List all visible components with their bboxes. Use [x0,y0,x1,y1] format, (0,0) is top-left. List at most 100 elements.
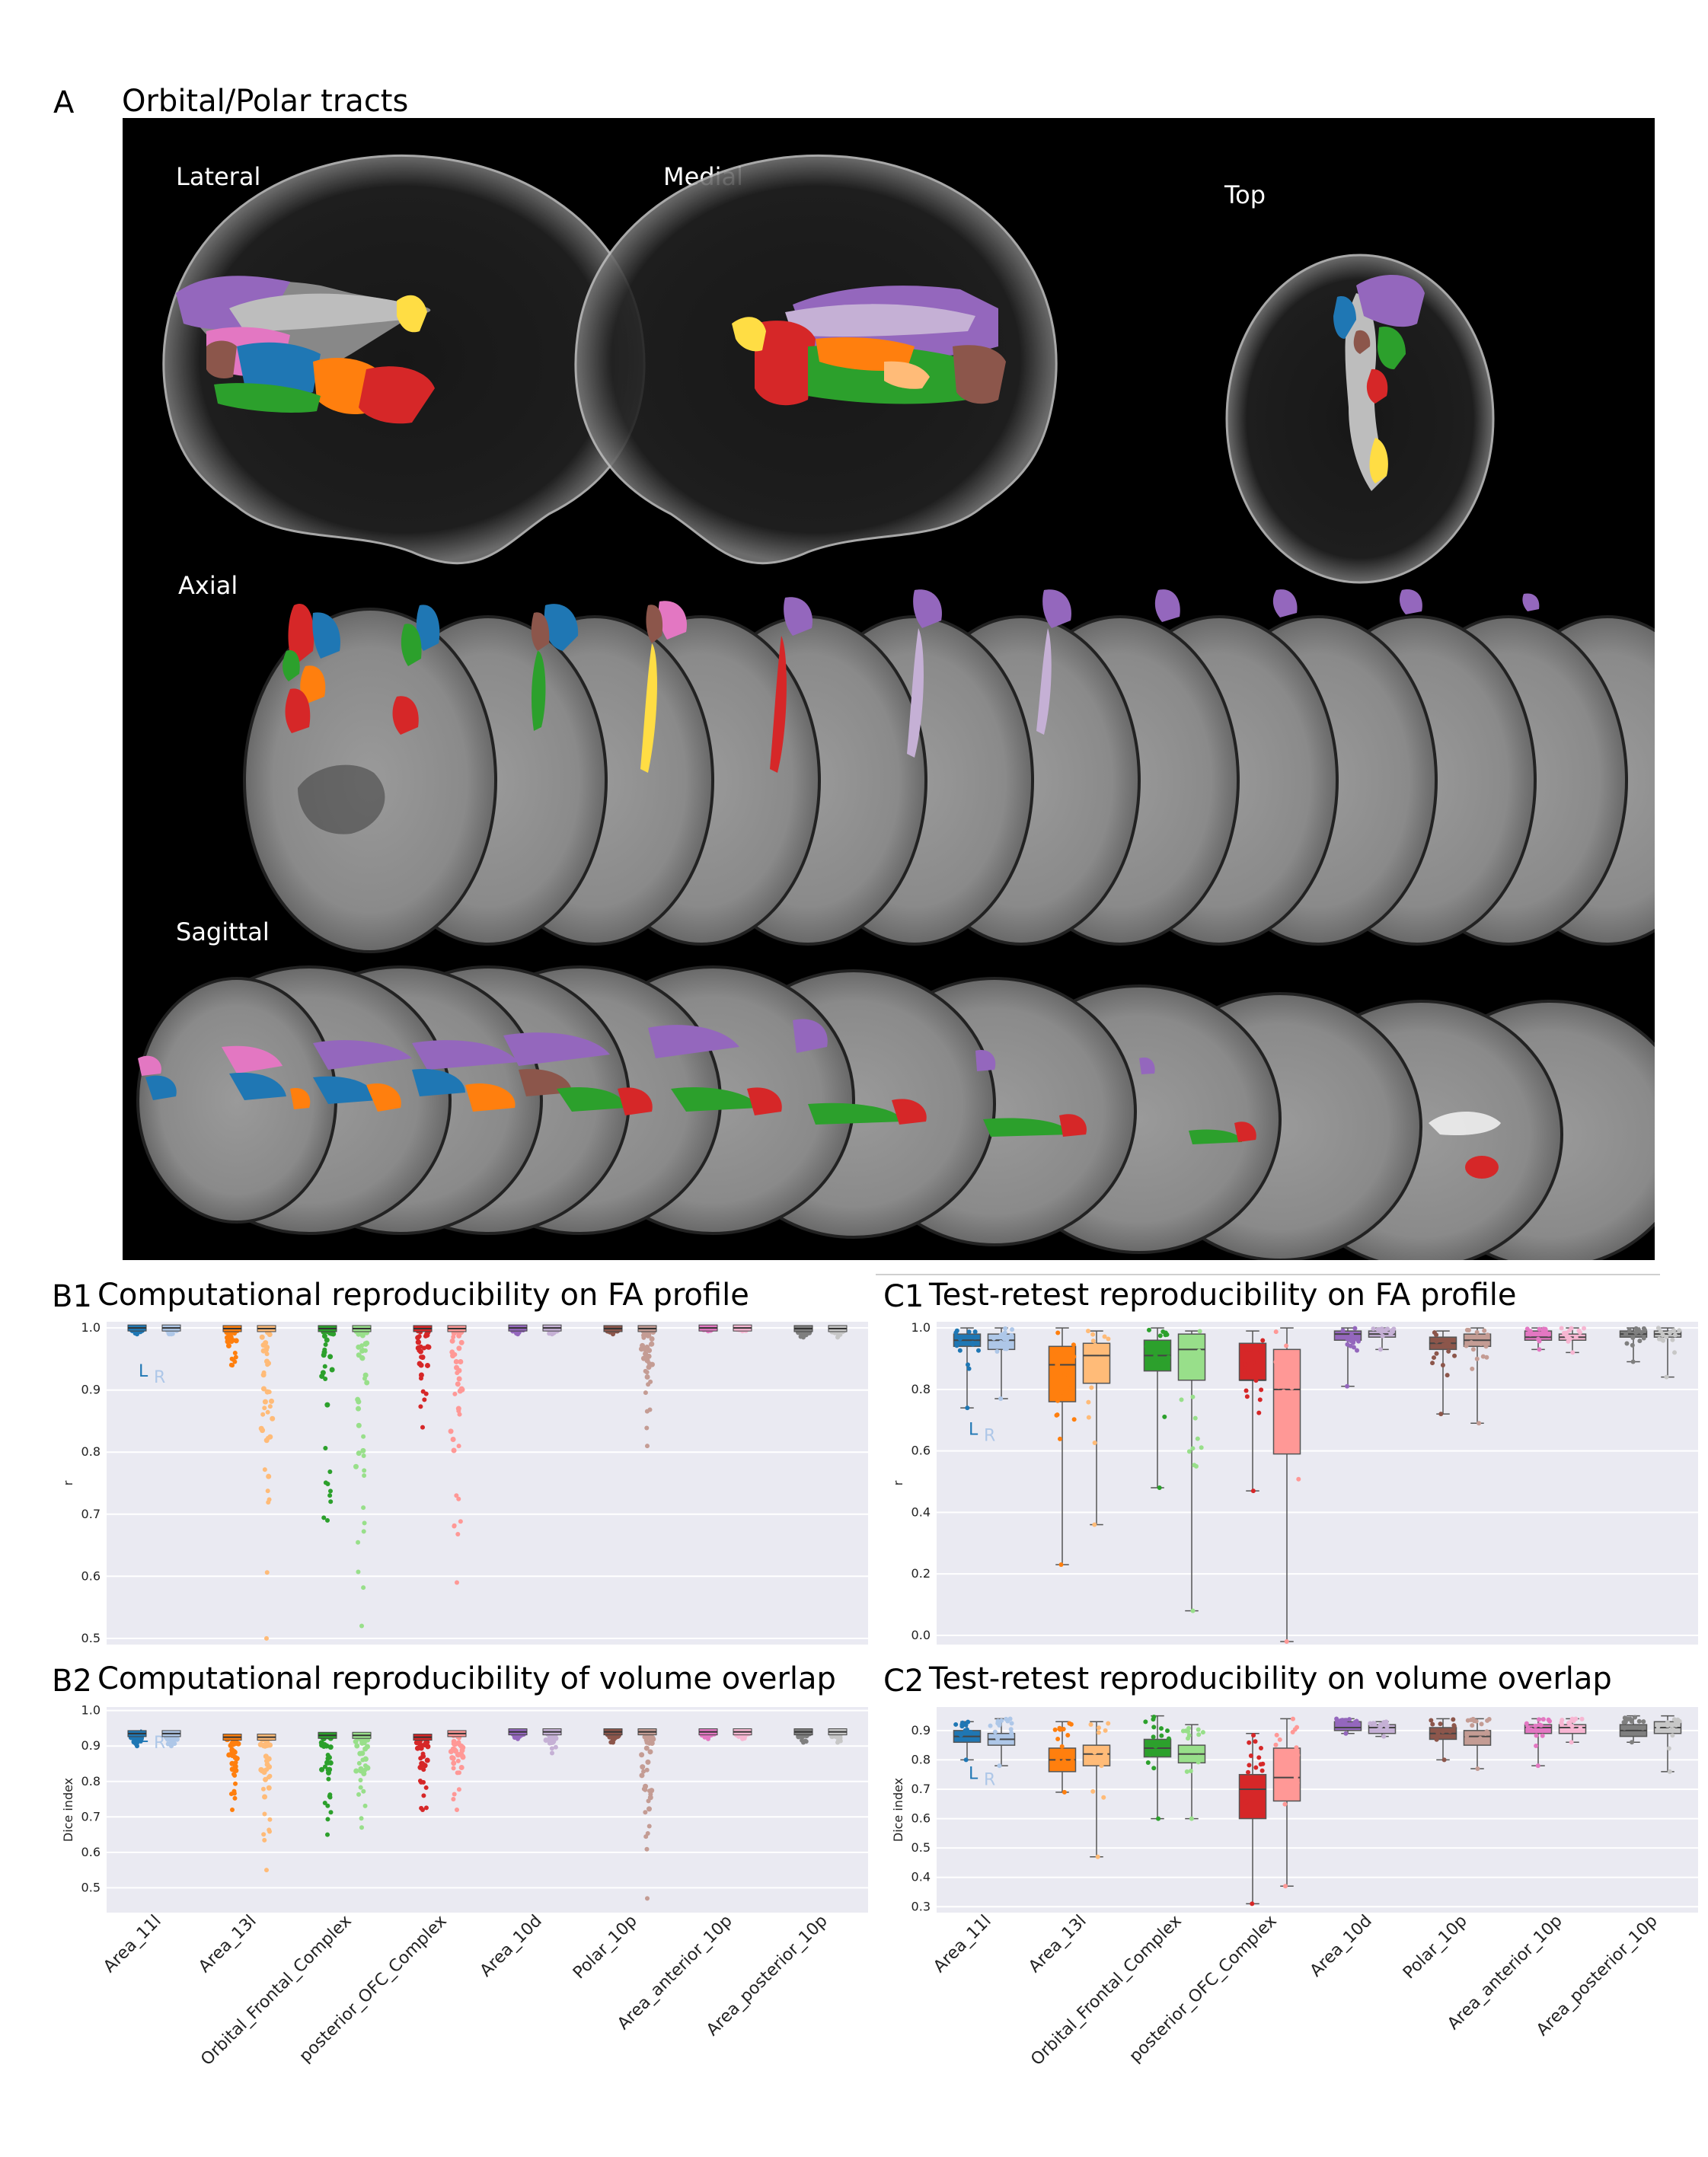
data-point [329,1367,335,1373]
data-point [360,1757,366,1763]
data-point [968,1729,973,1734]
data-point [1451,1724,1457,1729]
y-axis-label: Dice index [891,1778,905,1842]
data-point [362,1768,367,1773]
data-point [1440,1729,1445,1734]
data-point [1334,1716,1339,1721]
data-point [1380,1333,1385,1339]
data-point [1672,1332,1678,1338]
y-tick-label: 0.8 [81,1774,101,1788]
brain-illustrations [136,154,1655,1260]
data-point [417,1361,423,1367]
data-point [1482,1328,1487,1333]
data-point [1674,1722,1679,1728]
data-point [1633,1715,1638,1720]
data-point [1559,1326,1564,1331]
data-point [1153,1744,1158,1749]
data-point [1164,1741,1169,1746]
data-point [1090,1788,1096,1794]
y-tick-label: 0.9 [911,1723,931,1737]
data-point [1525,1726,1531,1731]
data-point-min [420,1808,425,1812]
data-point [1483,1731,1488,1737]
data-point [1622,1725,1627,1731]
top-view [1225,254,1495,584]
data-point-min [1095,1854,1100,1859]
y-tick-label: 0.8 [911,1752,931,1766]
data-point [1537,1339,1542,1344]
data-point [449,1338,455,1344]
data-point [359,1750,366,1757]
data-point [975,1348,981,1353]
data-point [1639,1329,1644,1335]
data-point [1096,1725,1101,1731]
data-point [261,1370,267,1375]
data-point [267,1827,272,1833]
data-point [1470,1366,1475,1371]
data-point [1059,1744,1065,1749]
data-point [325,1817,330,1822]
x-category-label: Orbital_Frontal_Complex [197,1912,355,2069]
y-tick-label: 0.5 [911,1840,931,1855]
data-point [1085,1345,1090,1351]
data-point [456,1332,462,1339]
data-point [646,1806,653,1812]
data-point [1162,1414,1167,1419]
data-point [1143,1719,1148,1725]
data-point [264,1344,270,1350]
data-point [453,1358,459,1364]
data-point [1667,1330,1672,1335]
data-point [451,1334,456,1339]
data-point [1089,1385,1094,1390]
data-point [1480,1354,1486,1359]
data-point [1671,1328,1676,1333]
data-point [1290,1396,1295,1402]
data-point-min [1569,1740,1574,1745]
data-point [354,1743,360,1749]
data-point [997,1723,1002,1728]
data-point [356,1540,361,1545]
data-point [1166,1355,1171,1360]
data-point [233,1760,238,1765]
data-point [1636,1725,1642,1731]
y-axis-label: r [61,1480,75,1485]
plot-background [107,1707,868,1913]
data-point [702,1734,707,1740]
data-point [553,1744,558,1750]
data-point [1289,1385,1295,1390]
data-point [1430,1361,1435,1366]
data-point [1099,1763,1104,1769]
x-axis-labels-b2: Area_11l Area_13lOrbital_Frontal_Complexp… [100,1912,831,2069]
data-point [1106,1721,1111,1726]
data-point [1528,1329,1533,1334]
data-point [643,1737,649,1743]
data-point [232,1795,238,1801]
data-point [1292,1371,1298,1377]
data-point [417,1334,422,1339]
data-point [326,1776,331,1782]
data-point [1147,1752,1152,1757]
data-point [1544,1331,1549,1336]
data-point [1009,1721,1014,1726]
data-point [1067,1721,1072,1726]
data-point [1057,1436,1062,1441]
box [1177,1333,1206,1381]
data-point-min [1250,1901,1255,1907]
data-point [613,1734,618,1740]
data-point [959,1732,964,1737]
data-point [267,1497,272,1502]
data-point [646,1332,652,1339]
data-point [361,1529,366,1534]
data-point [359,1332,366,1339]
data-point [458,1359,464,1365]
data-point [1534,1733,1539,1738]
data-point [1248,1753,1253,1759]
plot-background [937,1707,1698,1913]
x-category-label: Orbital_Frontal_Complex [1027,1912,1185,2069]
data-point [265,1435,270,1441]
y-tick-label: 0.7 [81,1507,101,1521]
y-tick-label: 0.6 [81,1568,101,1583]
data-point [1196,1348,1202,1354]
data-point-min [135,1744,139,1749]
data-point [1484,1355,1489,1360]
